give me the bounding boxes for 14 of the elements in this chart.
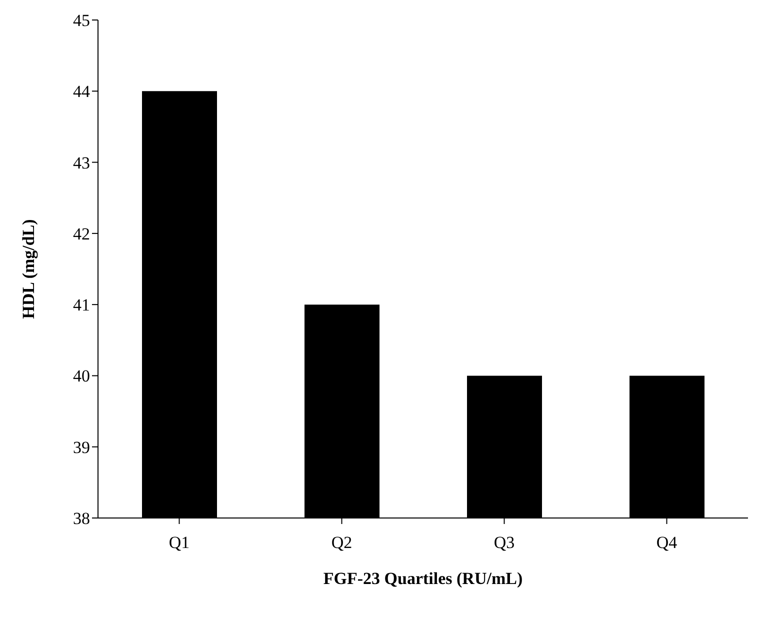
y-tick-label: 41 [73, 296, 90, 315]
y-tick-label: 44 [73, 82, 90, 102]
x-tick-label: Q3 [494, 533, 515, 552]
y-tick-label: 43 [73, 153, 90, 172]
x-tick-label: Q2 [331, 533, 352, 552]
y-axis-title: HDL (mg/dL) [19, 219, 38, 319]
y-tick-label: 39 [73, 438, 90, 457]
y-tick-label: 38 [73, 509, 90, 528]
y-tick-label: 42 [73, 224, 90, 244]
y-tick-label: 40 [73, 366, 90, 386]
y-tick-label: 45 [73, 11, 90, 30]
x-tick-label: Q4 [656, 533, 678, 552]
x-axis-title: FGF-23 Quartiles (RU/mL) [323, 569, 523, 588]
x-tick-label: Q1 [168, 533, 190, 552]
